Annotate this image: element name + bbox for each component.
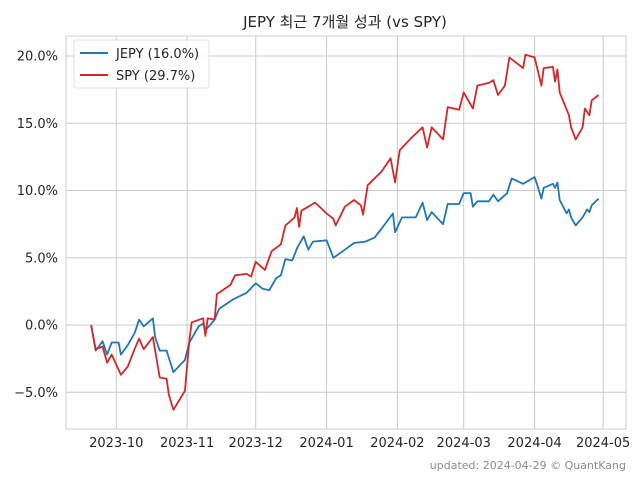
x-axis-ticks: 2023-10 2023-11 2023-12 2024-01 2024-02 2024-… bbox=[89, 436, 630, 451]
legend: JEPY (16.0%) SPY (29.7%) bbox=[73, 39, 210, 89]
x-tick-label: 2023-12 bbox=[229, 436, 283, 451]
legend-label: SPY (29.7%) bbox=[116, 69, 195, 84]
x-tick-label: 2024-03 bbox=[437, 436, 491, 451]
x-tick-label: 2023-10 bbox=[89, 436, 143, 451]
x-tick-label: 2024-05 bbox=[576, 436, 630, 451]
x-tick-label: 2024-02 bbox=[370, 436, 424, 451]
series-lines bbox=[90, 53, 600, 411]
y-tick-label: 15.0% bbox=[17, 117, 58, 132]
x-tick-label: 2024-01 bbox=[299, 436, 353, 451]
legend-label: JEPY (16.0%) bbox=[115, 47, 199, 62]
series-line-jepy bbox=[90, 176, 600, 373]
y-tick-label: 0.0% bbox=[25, 319, 58, 334]
plot-frame bbox=[65, 35, 627, 430]
y-axis-ticks: −5.0% 0.0% 5.0% 10.0% 15.0% 20.0% bbox=[14, 50, 58, 401]
y-tick-label: 10.0% bbox=[17, 184, 58, 199]
grid bbox=[66, 36, 626, 429]
y-tick-label: −5.0% bbox=[14, 386, 58, 401]
footer-note: updated: 2024-04-29 © QuantKang bbox=[430, 459, 626, 472]
chart-title: JEPY 최근 7개월 성과 (vs SPY) bbox=[242, 13, 447, 31]
y-tick-label: 5.0% bbox=[25, 251, 58, 266]
x-tick-label: 2024-04 bbox=[507, 436, 561, 451]
x-tick-label: 2023-11 bbox=[160, 436, 214, 451]
y-tick-label: 20.0% bbox=[17, 50, 58, 65]
series-line-spy bbox=[90, 53, 600, 411]
